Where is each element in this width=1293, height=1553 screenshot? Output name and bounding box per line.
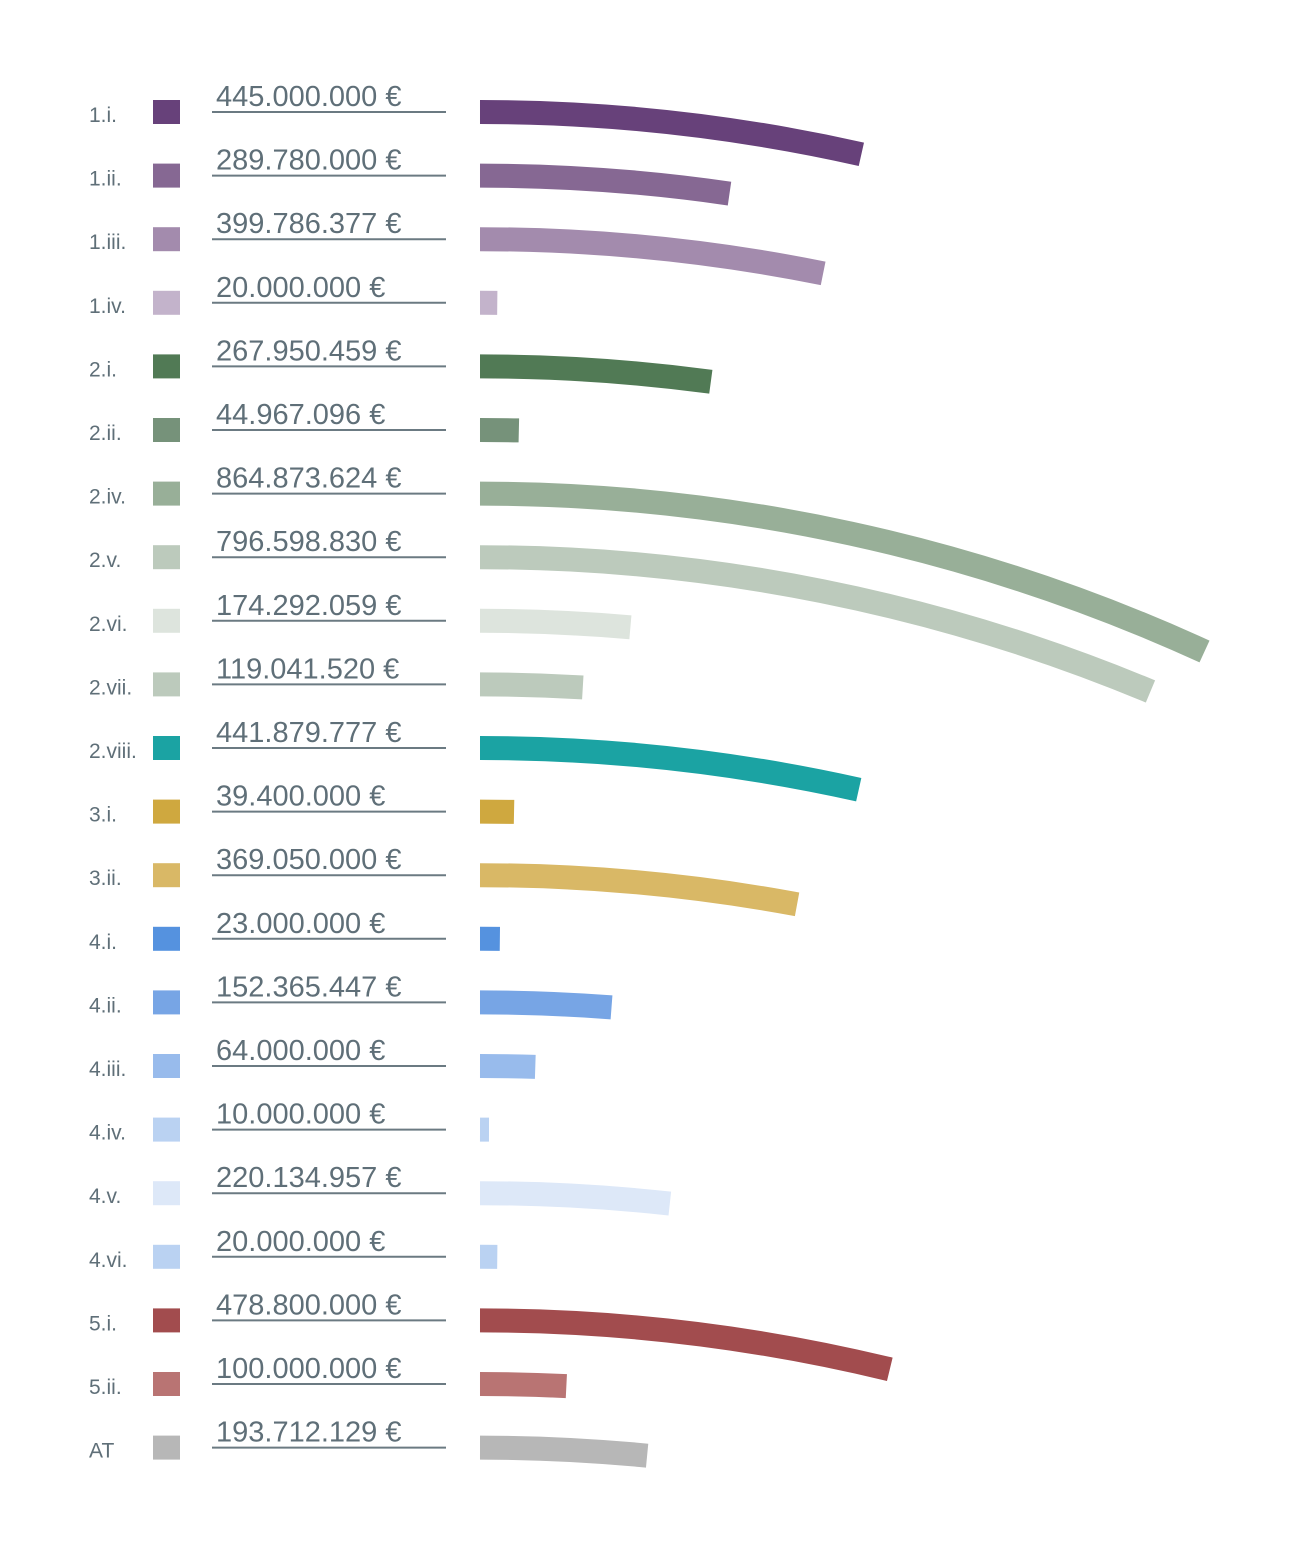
bar: [479, 163, 732, 206]
bar: [479, 990, 613, 1020]
value-label: 100.000.000 €: [216, 1353, 401, 1385]
category-label: AT: [89, 1440, 114, 1463]
bar: [479, 1308, 893, 1381]
value-label: 20.000.000 €: [216, 272, 385, 304]
category-label: 5.i.: [89, 1312, 117, 1335]
bar: [479, 736, 862, 802]
legend-swatch: [153, 1244, 180, 1269]
category-label: 4.v.: [89, 1185, 121, 1208]
legend-swatch: [153, 1181, 180, 1206]
category-label: 4.vi.: [89, 1249, 128, 1272]
bar: [479, 672, 584, 700]
legend-swatch: [153, 100, 180, 124]
legend-swatch: [153, 290, 180, 315]
value-label: 64.000.000 €: [216, 1035, 385, 1067]
value-label: 441.879.777 €: [216, 717, 401, 749]
category-label: 1.ii.: [89, 168, 122, 191]
value-label: 399.786.377 €: [216, 208, 401, 240]
category-label: 2.i.: [89, 358, 117, 381]
category-label: 4.iii.: [89, 1058, 126, 1081]
legend-swatch: [153, 1117, 180, 1142]
value-label: 174.292.059 €: [216, 590, 401, 622]
value-label: 193.712.129 €: [216, 1417, 401, 1449]
bar: [479, 481, 1210, 663]
legend-swatch: [153, 163, 180, 188]
legend-swatch: [153, 418, 180, 442]
legend-swatch: [153, 608, 180, 633]
bar: [479, 1435, 649, 1468]
legend-swatch: [153, 354, 180, 379]
bar: [479, 863, 800, 917]
category-label: 2.v.: [89, 549, 121, 572]
legend-swatch: [153, 672, 180, 697]
legend-swatch: [153, 799, 180, 824]
value-label: 152.365.447 €: [216, 971, 401, 1003]
value-label: 289.780.000 €: [216, 145, 401, 177]
legend-swatch: [153, 990, 180, 1015]
bar: [479, 545, 1156, 703]
legend-swatch: [153, 481, 180, 506]
value-label: 445.000.000 €: [216, 81, 401, 113]
legend-swatch: [153, 1372, 180, 1396]
value-label: 23.000.000 €: [216, 908, 385, 940]
legend-swatch: [153, 227, 180, 252]
value-label: 44.967.096 €: [216, 399, 385, 431]
category-label: 2.viii.: [89, 740, 137, 763]
legend-swatch: [153, 926, 180, 951]
legend-swatch: [153, 1308, 180, 1333]
category-label: 3.ii.: [89, 867, 122, 890]
legend-swatch: [153, 863, 180, 888]
category-label: 4.i.: [89, 931, 117, 954]
value-label: 796.598.830 €: [216, 526, 401, 558]
category-label: 2.ii.: [89, 422, 122, 445]
category-label: 3.i.: [89, 804, 117, 827]
bar: [479, 1371, 567, 1399]
category-label: 2.vii.: [89, 676, 132, 699]
value-label: 20.000.000 €: [216, 1226, 385, 1258]
legend-swatch: [153, 1054, 180, 1078]
category-label: 5.ii.: [89, 1376, 122, 1399]
category-label: 4.iv.: [89, 1122, 126, 1145]
value-label: 39.400.000 €: [216, 781, 385, 813]
legend-swatch: [153, 545, 180, 570]
legend-swatch: [153, 736, 180, 760]
value-label: 369.050.000 €: [216, 844, 401, 876]
value-label: 267.950.459 €: [216, 335, 401, 367]
value-label: 220.134.957 €: [216, 1162, 401, 1194]
value-label: 478.800.000 €: [216, 1289, 401, 1321]
value-label: 10.000.000 €: [216, 1099, 385, 1131]
category-label: 1.iv.: [89, 295, 126, 318]
bar: [479, 354, 713, 394]
value-label: 864.873.624 €: [216, 463, 401, 495]
category-label: 4.ii.: [89, 994, 122, 1017]
bar: [479, 227, 826, 286]
category-label: 1.i.: [89, 104, 117, 127]
bar: [479, 1054, 536, 1079]
category-label: 1.iii.: [89, 231, 126, 254]
category-label: 2.iv.: [89, 486, 126, 509]
legend-swatch: [153, 1435, 180, 1460]
category-label: 2.vi.: [89, 613, 128, 636]
bar: [479, 1181, 672, 1216]
bar: [479, 608, 632, 640]
bar: [479, 100, 864, 166]
value-label: 119.041.520 €: [216, 653, 399, 685]
